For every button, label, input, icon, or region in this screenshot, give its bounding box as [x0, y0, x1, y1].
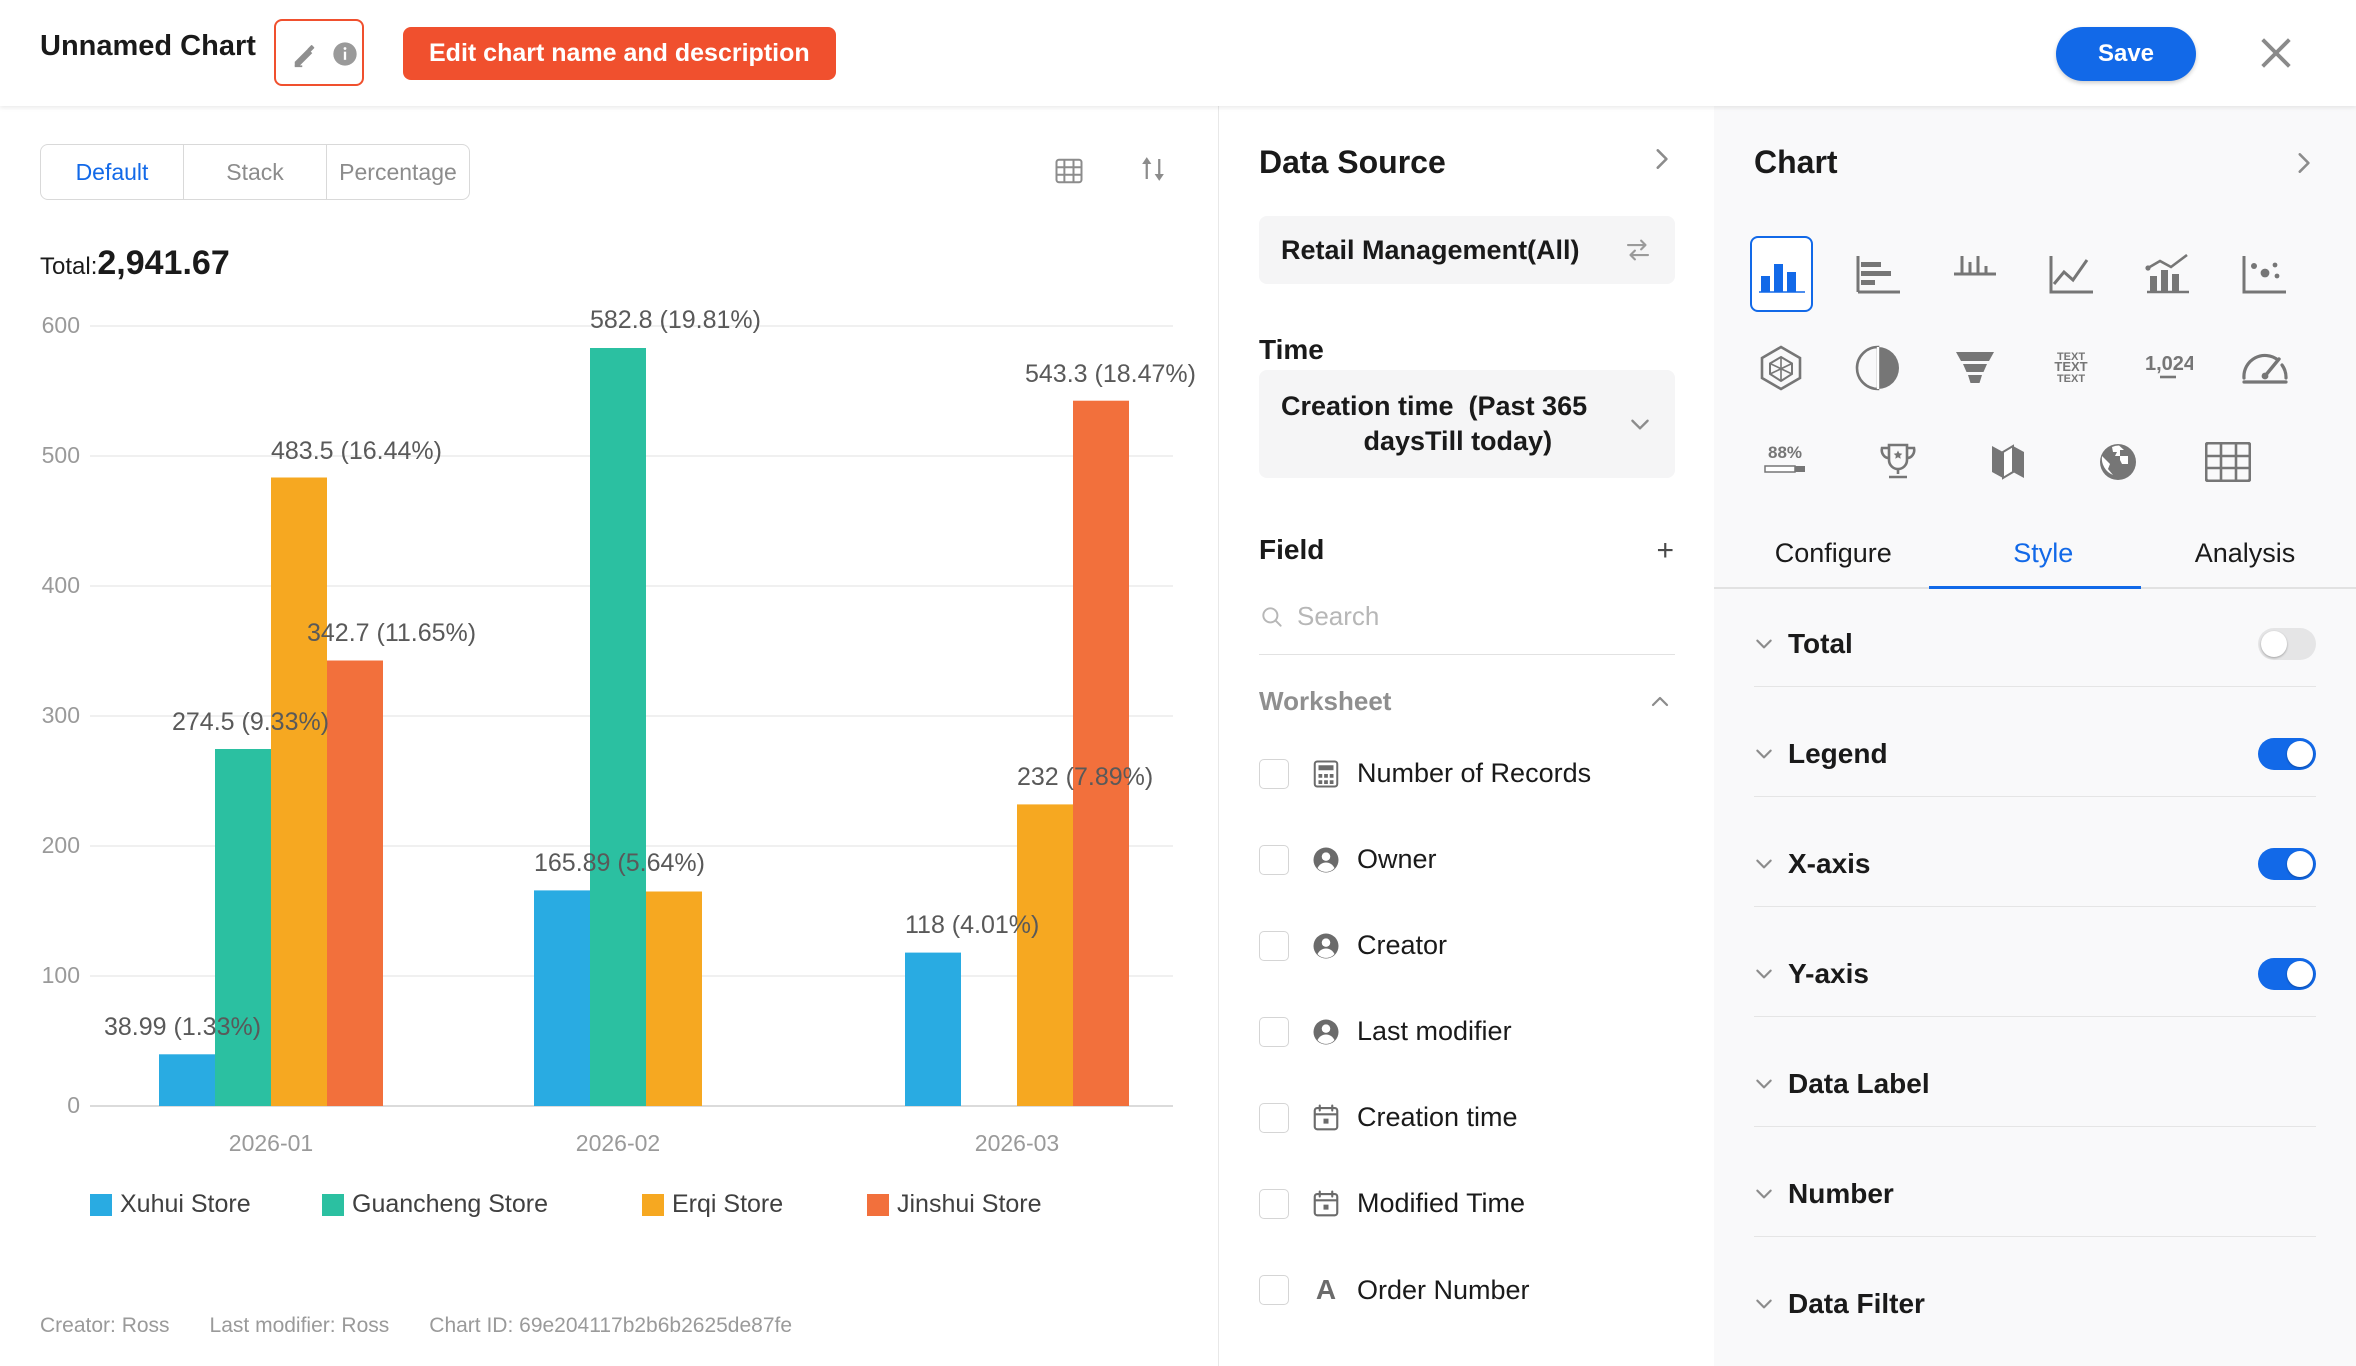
svg-text:Xuhui Store: Xuhui Store: [120, 1190, 251, 1218]
svg-text:400: 400: [42, 572, 80, 598]
svg-text:500: 500: [42, 442, 80, 468]
svg-text:483.5 (16.44%): 483.5 (16.44%): [271, 437, 442, 465]
svg-text:Erqi Store: Erqi Store: [672, 1190, 783, 1218]
svg-text:582.8 (19.81%): 582.8 (19.81%): [590, 306, 761, 334]
svg-text:232 (7.89%): 232 (7.89%): [1017, 763, 1153, 791]
svg-text:165.89 (5.64%): 165.89 (5.64%): [534, 849, 705, 877]
svg-text:38.99 (1.33%): 38.99 (1.33%): [104, 1013, 261, 1041]
svg-text:2026-01: 2026-01: [229, 1130, 313, 1156]
svg-text:342.7 (11.65%): 342.7 (11.65%): [307, 619, 476, 647]
svg-text:Guancheng Store: Guancheng Store: [352, 1190, 548, 1218]
svg-text:1,024: 1,024: [2145, 353, 2193, 375]
svg-text:274.5 (9.33%): 274.5 (9.33%): [172, 708, 329, 736]
svg-text:TEXT: TEXT: [2055, 359, 2088, 374]
svg-text:118 (4.01%): 118 (4.01%): [905, 911, 1039, 939]
svg-text:543.3 (18.47%): 543.3 (18.47%): [1025, 360, 1196, 388]
svg-text:0: 0: [67, 1092, 80, 1118]
svg-text:Jinshui Store: Jinshui Store: [897, 1190, 1042, 1218]
svg-text:TEXT: TEXT: [2057, 373, 2085, 385]
svg-text:200: 200: [42, 832, 80, 858]
svg-text:100: 100: [42, 962, 80, 988]
svg-text:2026-03: 2026-03: [975, 1130, 1059, 1156]
svg-text:300: 300: [42, 702, 80, 728]
svg-text:88%: 88%: [1768, 443, 1802, 462]
svg-text:2026-02: 2026-02: [576, 1130, 660, 1156]
svg-text:600: 600: [42, 312, 80, 338]
